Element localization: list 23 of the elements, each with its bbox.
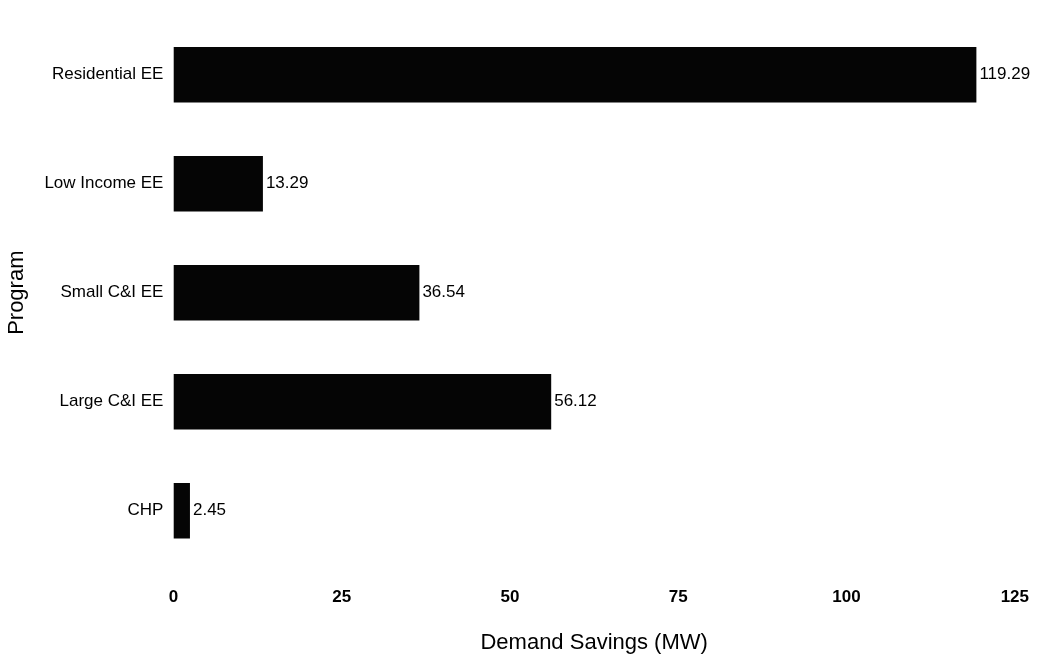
data-label: 119.29 bbox=[979, 64, 1031, 84]
y-tick-label: CHP bbox=[127, 500, 164, 520]
x-axis-title: Demand Savings (MW) bbox=[480, 628, 708, 654]
bar bbox=[173, 373, 552, 430]
bar bbox=[173, 46, 977, 103]
x-tick-label: 75 bbox=[668, 587, 688, 607]
data-label: 36.54 bbox=[422, 282, 465, 302]
y-tick-label: Small C&I EE bbox=[60, 282, 164, 302]
x-tick-label: 125 bbox=[1000, 587, 1030, 607]
y-axis-title: Program bbox=[3, 250, 29, 335]
y-tick-label: Large C&I EE bbox=[59, 391, 164, 411]
bar bbox=[173, 155, 263, 212]
bar bbox=[173, 264, 420, 321]
x-tick-label: 0 bbox=[168, 587, 179, 607]
data-label: 13.29 bbox=[265, 173, 309, 193]
y-tick-label: Low Income EE bbox=[44, 173, 164, 193]
bar bbox=[173, 482, 190, 539]
x-tick-label: 25 bbox=[332, 587, 352, 607]
x-tick-label: 50 bbox=[500, 587, 520, 607]
y-tick-label: Residential EE bbox=[51, 64, 164, 84]
data-label: 2.45 bbox=[192, 500, 227, 520]
data-label: 56.12 bbox=[554, 391, 597, 411]
x-tick-label: 100 bbox=[832, 587, 861, 607]
